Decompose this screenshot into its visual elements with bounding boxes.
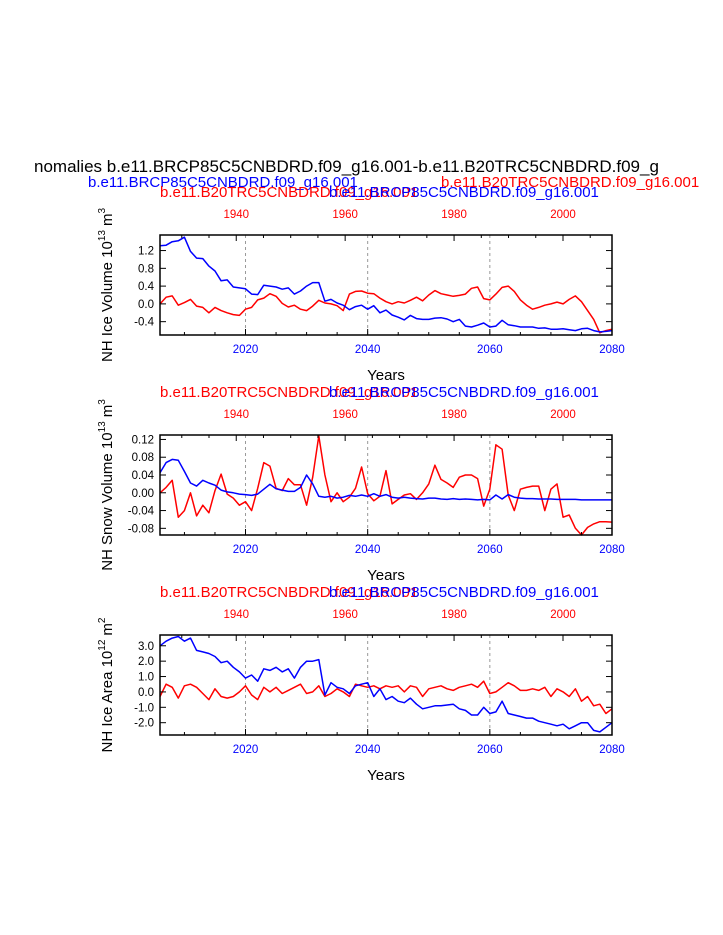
x-top-tick-label: 2000 <box>550 609 576 621</box>
top-label-blue: b.e11.BRCP85C5CNBDRD.f09_g16.001 <box>329 384 599 401</box>
x-tick-label: 2020 <box>233 544 259 556</box>
x-top-tick-label: 1980 <box>441 409 467 421</box>
y-tick-label: 0.00 <box>132 488 154 500</box>
x-tick-label: 2040 <box>355 344 381 356</box>
y-tick-label: 2.0 <box>138 656 154 668</box>
y-axis-label-exponent: 12 <box>97 639 108 651</box>
chart-panel-1: b.e11.B20TRC5CNBDRD.f09_g16.001b.e11.BRC… <box>97 184 625 384</box>
y-axis-label-exponent: 13 <box>97 421 108 433</box>
series-line-blue <box>159 635 613 733</box>
y-axis-label: NH Ice Area 1012 m2 <box>97 617 116 752</box>
x-tick-label: 2080 <box>599 544 625 556</box>
y-axis-label-unit-exponent: 2 <box>97 617 108 623</box>
x-tick-label: 2060 <box>477 744 503 756</box>
y-tick-label: 0.08 <box>132 452 154 464</box>
plot-frame <box>159 434 613 536</box>
y-axis-label: NH Snow Volume 1013 m3 <box>97 399 116 571</box>
x-top-tick-label: 2000 <box>550 409 576 421</box>
y-tick-label: 0.0 <box>138 299 154 311</box>
y-tick-label: 0.12 <box>132 434 154 446</box>
y-axis-label-exponent: 13 <box>97 230 108 242</box>
y-axis-label-text: NH Ice Volume 10 <box>99 241 116 362</box>
y-tick-label: 1.2 <box>138 246 154 258</box>
top-label-red: b.e11.B20TRC5CNBDRD.f09_g16.001 <box>160 384 418 401</box>
y-axis-label-unit: m <box>99 214 116 227</box>
x-top-tick-label: 1940 <box>223 609 249 621</box>
series-line-red <box>159 285 613 334</box>
y-axis-label-unit: m <box>99 405 116 418</box>
y-axis-label-text: NH Ice Area 10 <box>99 651 116 753</box>
series-line-red <box>159 435 613 536</box>
main-title: nomalies b.e11.BRCP85C5CNBDRD.f09_g16.00… <box>34 157 659 176</box>
series-line-blue <box>159 458 612 501</box>
y-tick-label: 0.8 <box>138 263 154 275</box>
plot-frame <box>159 634 613 736</box>
x-top-tick-label: 2000 <box>550 209 576 221</box>
top-label-blue: b.e11.BRCP85C5CNBDRD.f09_g16.001 <box>329 184 599 201</box>
series-line-blue <box>159 236 613 333</box>
y-tick-label: -1.0 <box>134 702 154 714</box>
y-tick-label: 1.0 <box>138 672 154 684</box>
y-tick-label: -0.08 <box>128 523 154 535</box>
x-axis-label: Years <box>367 567 405 584</box>
y-axis-label-unit-exponent: 3 <box>97 399 108 405</box>
x-top-tick-label: 1940 <box>223 409 249 421</box>
x-tick-label: 2060 <box>477 544 503 556</box>
legend-red-label: b.e11.B20TRC5CNBDRD.f09_g16.001 <box>441 174 699 191</box>
top-label-red: b.e11.B20TRC5CNBDRD.f09_g16.001 <box>160 584 418 601</box>
y-tick-label: 0.4 <box>138 281 155 293</box>
x-tick-label: 2060 <box>477 344 503 356</box>
x-top-tick-label: 1980 <box>441 209 467 221</box>
x-axis-label: Years <box>367 767 405 784</box>
x-top-tick-label: 1960 <box>332 409 358 421</box>
chart-panel-2: b.e11.B20TRC5CNBDRD.f09_g16.001b.e11.BRC… <box>97 384 625 584</box>
y-axis-label-text: NH Snow Volume 10 <box>99 432 116 570</box>
y-tick-label: 3.0 <box>138 641 154 653</box>
y-axis-label: NH Ice Volume 1013 m3 <box>97 208 116 363</box>
y-tick-label: 0.0 <box>138 687 154 699</box>
x-top-tick-label: 1980 <box>441 609 467 621</box>
y-axis-label-unit: m <box>99 623 116 636</box>
y-axis-label-unit-exponent: 3 <box>97 208 108 214</box>
y-tick-label: -2.0 <box>134 718 154 730</box>
x-top-tick-label: 1940 <box>223 209 249 221</box>
y-tick-label: -0.4 <box>134 317 154 329</box>
top-label-red: b.e11.B20TRC5CNBDRD.f09_g16.001 <box>160 184 418 201</box>
x-tick-label: 2020 <box>233 744 259 756</box>
top-label-blue: b.e11.BRCP85C5CNBDRD.f09_g16.001 <box>329 584 599 601</box>
x-tick-label: 2040 <box>355 544 381 556</box>
y-tick-label: -0.04 <box>128 506 155 518</box>
x-top-tick-label: 1960 <box>332 609 358 621</box>
y-tick-label: 0.04 <box>132 470 155 482</box>
chart-panel-3: b.e11.B20TRC5CNBDRD.f09_g16.001b.e11.BRC… <box>97 584 625 784</box>
series-line-red <box>159 680 613 715</box>
x-axis-label: Years <box>367 367 405 384</box>
x-tick-label: 2080 <box>599 744 625 756</box>
x-tick-label: 2080 <box>599 344 625 356</box>
x-tick-label: 2040 <box>355 744 381 756</box>
x-tick-label: 2020 <box>233 344 259 356</box>
x-top-tick-label: 1960 <box>332 209 358 221</box>
plot-frame <box>159 234 613 336</box>
legend-blue-label: b.e11.BRCP85C5CNBDRD.f09_g16.001 <box>88 174 358 191</box>
